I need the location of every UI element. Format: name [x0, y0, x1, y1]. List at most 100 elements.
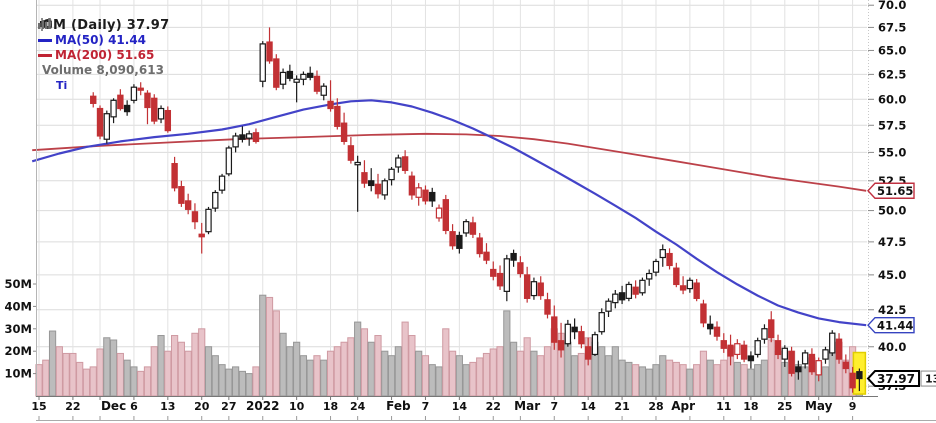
svg-text:22: 22: [65, 400, 80, 413]
candle: [822, 349, 829, 360]
candle: [334, 105, 341, 127]
svg-text:13: 13: [925, 373, 936, 386]
volume-bar: [137, 370, 145, 397]
candle: [245, 133, 253, 139]
volume-bar: [421, 355, 430, 397]
svg-text:55.0: 55.0: [878, 145, 906, 159]
volume-bar: [821, 366, 830, 397]
svg-text:21: 21: [614, 400, 629, 413]
candle: [591, 334, 599, 356]
volume-bar: [245, 373, 253, 397]
candle: [747, 355, 755, 362]
candle: [537, 282, 544, 297]
volume-bar: [340, 341, 348, 397]
volume-bar: [82, 368, 91, 397]
candle: [768, 319, 775, 339]
candle: [605, 300, 612, 312]
candle: [415, 187, 422, 198]
candle: [218, 175, 226, 191]
ma200-line: [32, 132, 867, 192]
candle: [110, 99, 117, 118]
candle: [774, 340, 782, 356]
volume-bar: [387, 355, 396, 397]
volume-bar: [238, 370, 247, 397]
candle: [117, 94, 124, 110]
svg-text:7: 7: [422, 400, 430, 413]
volume-bar: [204, 346, 213, 397]
volume-bar: [89, 366, 97, 397]
candle: [584, 346, 592, 360]
svg-text:62.5: 62.5: [878, 67, 906, 81]
candle: [368, 180, 375, 187]
candle: [273, 58, 280, 88]
svg-text:13: 13: [160, 400, 175, 413]
candle: [652, 260, 660, 273]
candle: [761, 328, 768, 340]
volume-bar: [754, 364, 762, 397]
candle: [517, 262, 524, 275]
price-callouts: 51.65 41.44 37.97 13: [866, 182, 936, 388]
ma50-line: [31, 99, 867, 327]
candle: [639, 279, 646, 294]
axes: [36, 0, 936, 421]
volume-bar: [781, 361, 789, 397]
volume-bar: [198, 328, 206, 397]
svg-text:41.44: 41.44: [877, 318, 913, 332]
candle: [225, 147, 233, 175]
candle: [449, 231, 456, 247]
svg-text:30M: 30M: [5, 322, 32, 336]
candle: [198, 233, 205, 238]
svg-text:50.0: 50.0: [878, 204, 906, 218]
volume-bar: [116, 352, 124, 397]
svg-text:Feb: Feb: [386, 399, 411, 413]
svg-text:9: 9: [849, 400, 857, 413]
candle: [340, 122, 348, 143]
volume-bar: [306, 359, 314, 397]
svg-text:6: 6: [130, 400, 138, 413]
candle: [469, 222, 477, 235]
volume-bar: [672, 361, 680, 397]
candle: [618, 292, 626, 301]
svg-text:18: 18: [743, 400, 758, 413]
candle: [645, 272, 653, 280]
candle: [720, 340, 727, 349]
volume-bar: [333, 346, 341, 397]
volume-bar: [265, 296, 274, 397]
svg-text:57.5: 57.5: [878, 118, 906, 132]
price-callout-box: [867, 182, 915, 199]
volume-bar: [435, 366, 443, 397]
candle: [713, 326, 721, 337]
volume-bar: [69, 352, 77, 397]
volume-bar: [279, 332, 287, 397]
volume-bar: [347, 337, 355, 397]
candle: [754, 340, 761, 356]
svg-text:10M: 10M: [5, 367, 32, 381]
candle: [435, 207, 443, 219]
volume-bar: [747, 368, 755, 397]
candle: [476, 237, 483, 255]
volume-bar: [164, 350, 172, 397]
candle: [808, 353, 816, 373]
volume-bar: [720, 359, 728, 397]
candle: [551, 316, 558, 343]
candle: [510, 252, 517, 261]
volume-bar: [625, 361, 633, 397]
volume-bar: [760, 359, 769, 397]
candle: [293, 78, 300, 83]
svg-text:7: 7: [550, 400, 558, 413]
volume-bar: [76, 361, 84, 397]
volume-bar: [184, 350, 192, 397]
svg-text:22: 22: [486, 400, 501, 413]
candle: [727, 344, 734, 357]
svg-text:15: 15: [31, 400, 46, 413]
candle: [815, 360, 822, 376]
candle: [788, 350, 795, 374]
volume-bar: [415, 350, 423, 397]
candle: [137, 87, 144, 91]
candle: [835, 338, 843, 360]
candle: [239, 134, 246, 140]
candle: [442, 199, 450, 232]
candle: [266, 41, 273, 62]
volume-bar: [530, 350, 538, 397]
